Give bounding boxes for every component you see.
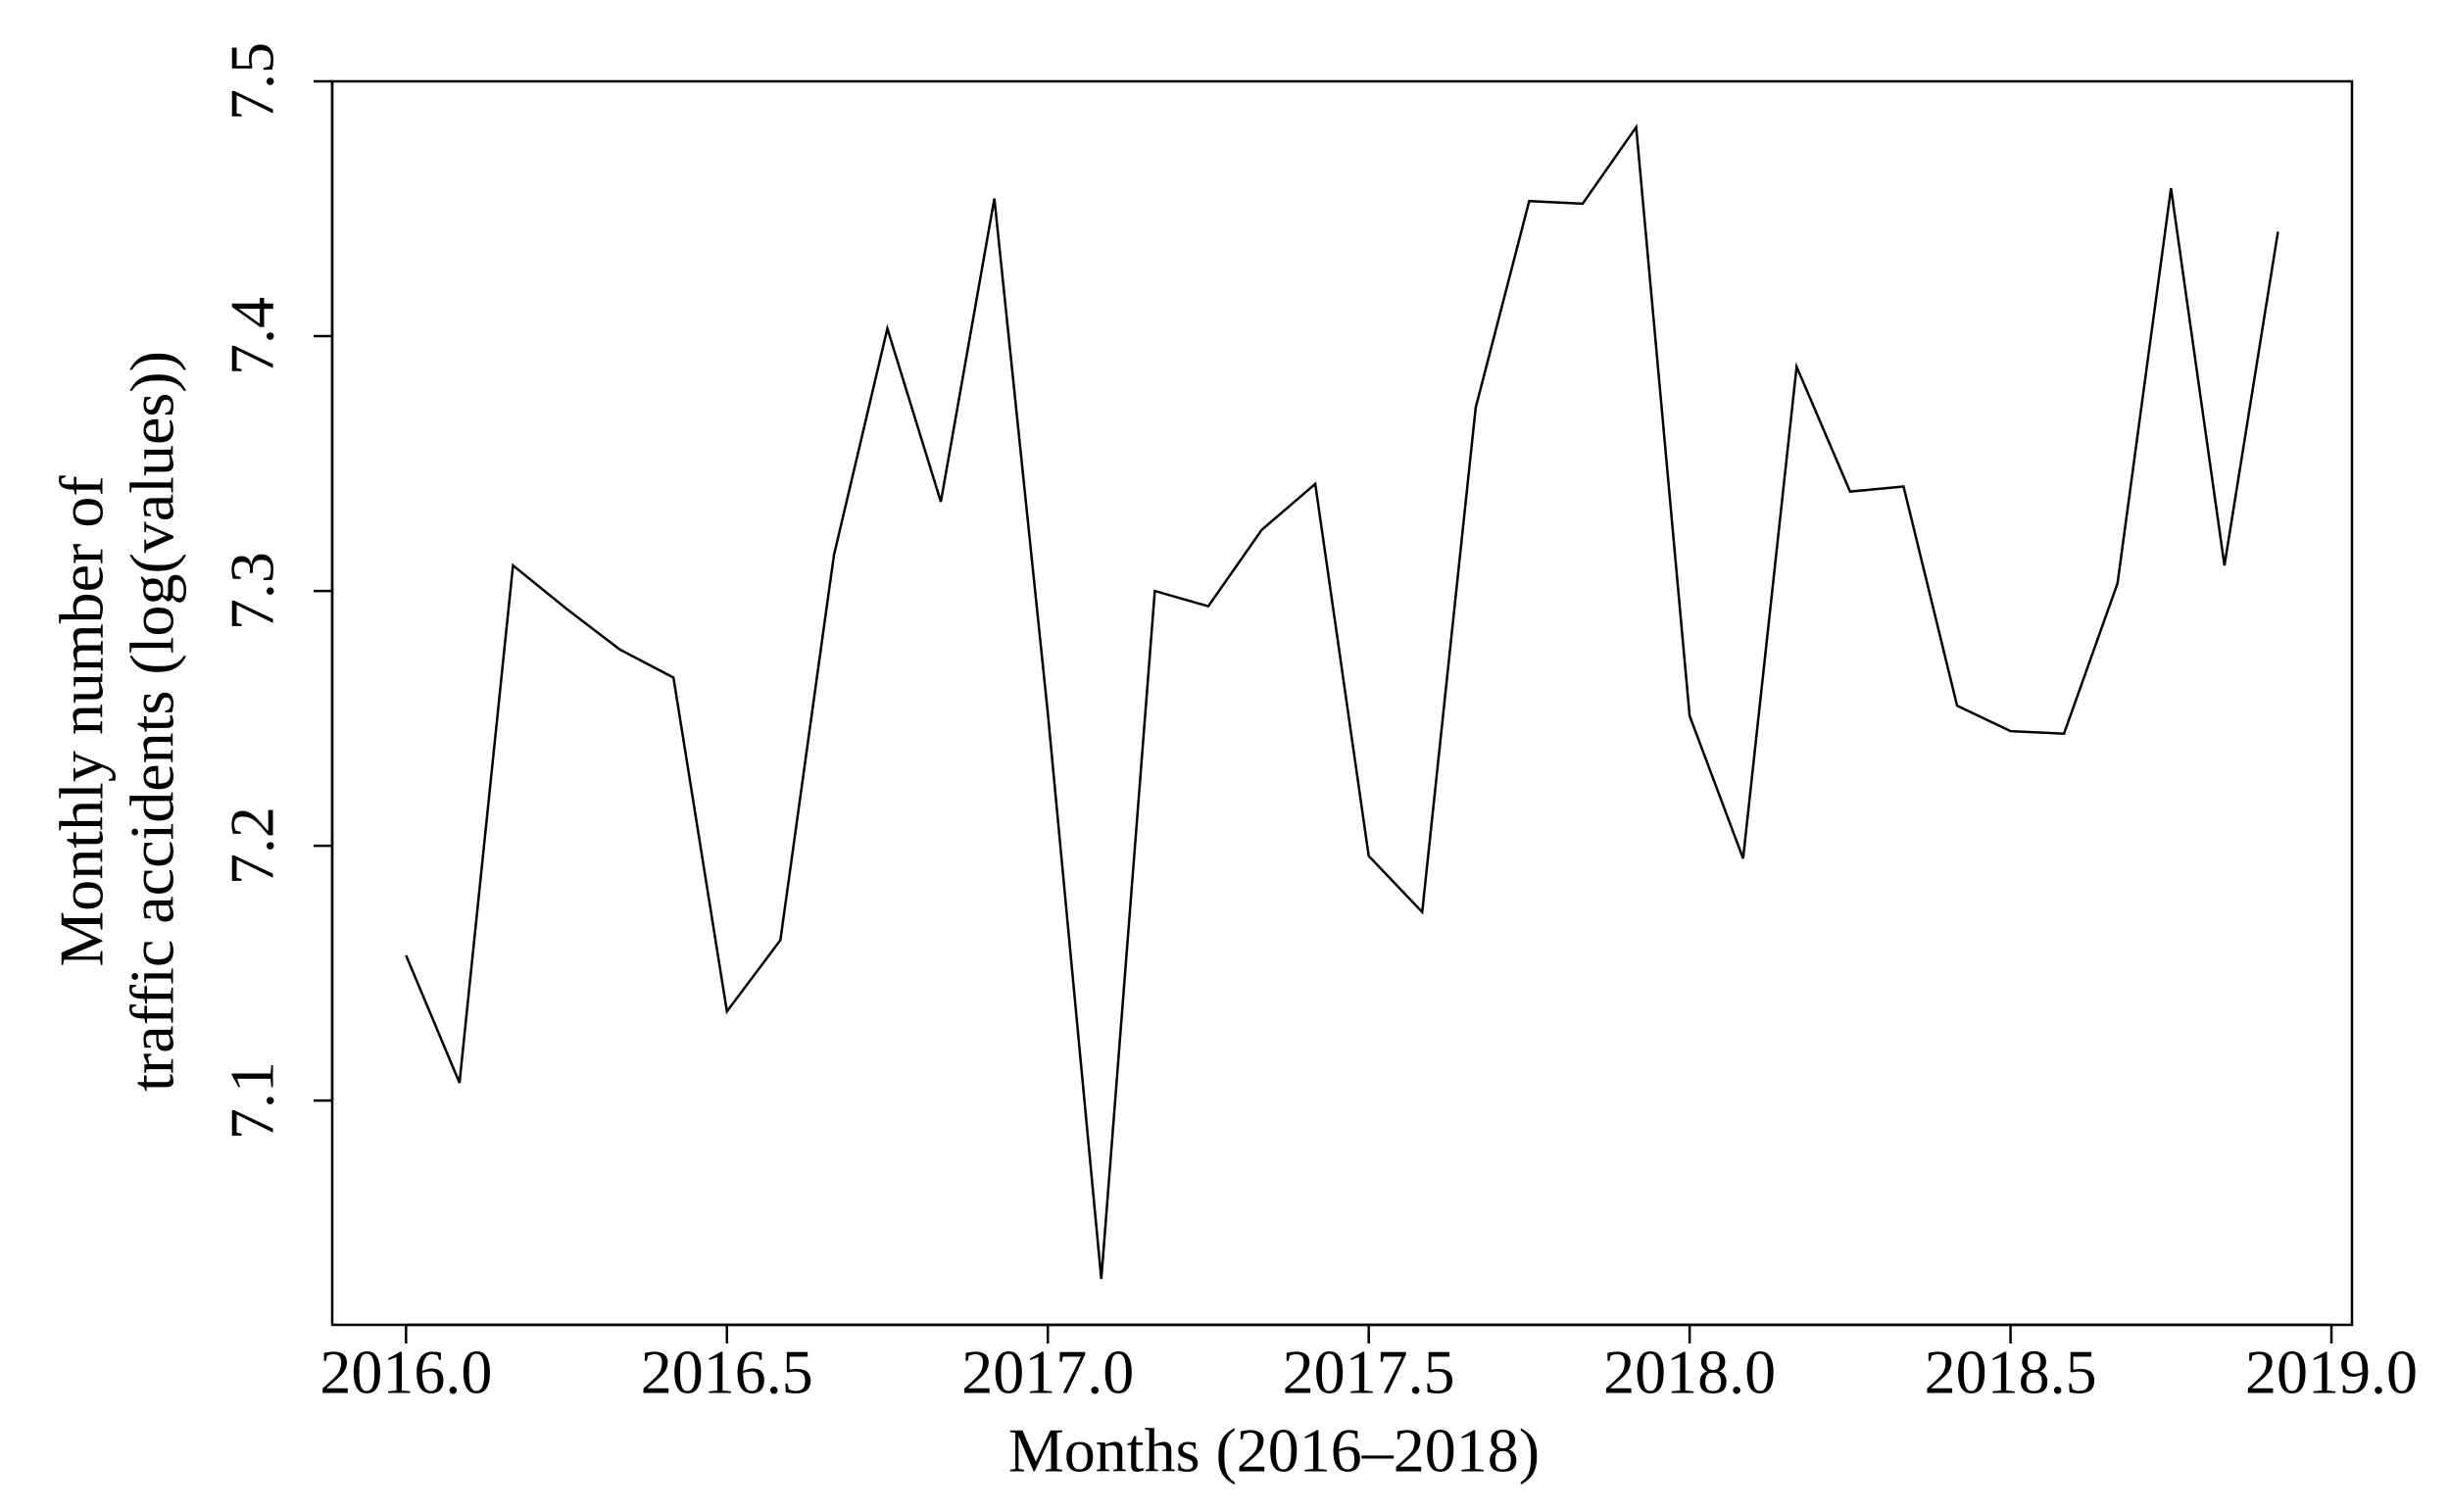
x-tick-label: 2017.0 (961, 1338, 1134, 1407)
x-axis-label: Months (2016–2018) (1008, 1416, 1540, 1486)
y-axis-label: traffic accidents (log(values)) (118, 351, 187, 1092)
y-tick-label: 7.4 (218, 297, 287, 375)
data-line (405, 123, 2279, 1280)
y-tick-label: 7.3 (218, 552, 287, 630)
y-axis-label: Monthly number of (47, 475, 117, 967)
x-tick-label: 2016.5 (641, 1338, 813, 1407)
y-tick-label: 7.1 (218, 1061, 287, 1140)
x-tick-label: 2018.0 (1603, 1338, 1776, 1407)
x-tick-label: 2018.5 (1925, 1338, 2097, 1407)
y-tick-label: 7.5 (218, 42, 287, 121)
x-tick-label: 2016.0 (319, 1338, 492, 1407)
plot-frame (330, 79, 2354, 1327)
x-tick-label: 2017.5 (1283, 1338, 1455, 1407)
x-tick-label: 2019.0 (2245, 1338, 2418, 1407)
y-tick-label: 7.2 (218, 806, 287, 885)
